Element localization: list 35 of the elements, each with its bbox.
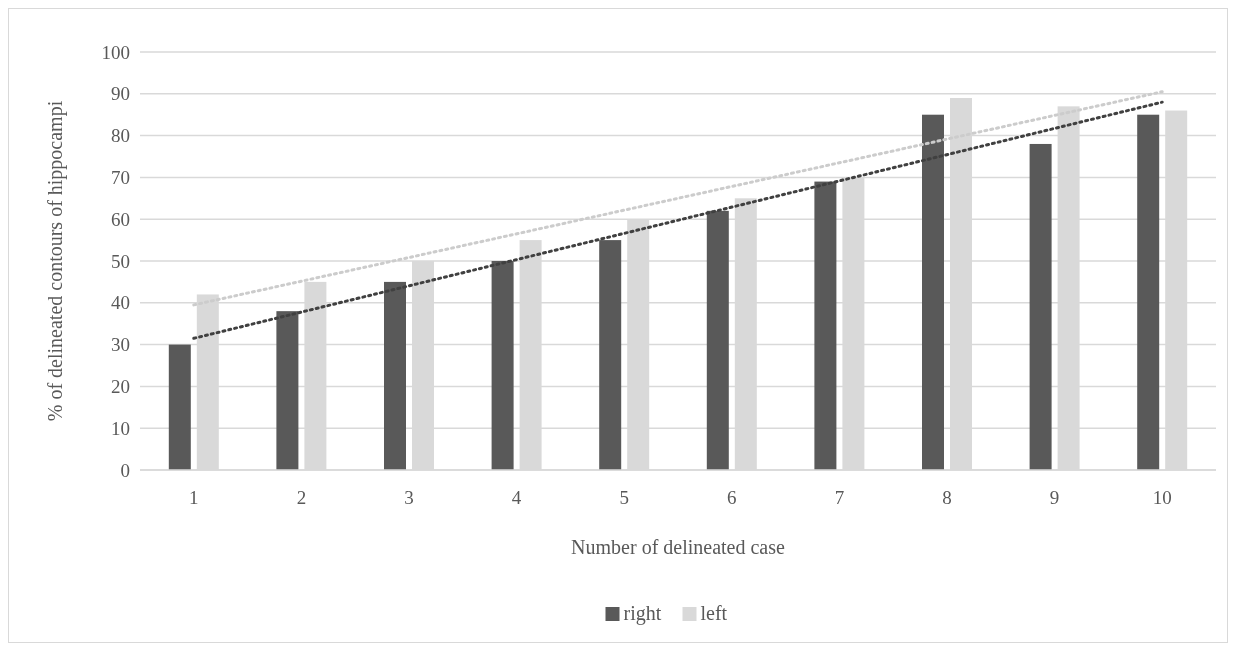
x-tick-label: 2 — [296, 487, 307, 508]
x-tick-label: 8 — [942, 487, 952, 508]
x-tick-label: 6 — [727, 487, 737, 508]
x-tick-label: 3 — [404, 487, 414, 508]
x-axis-title: Number of delineated case — [571, 536, 786, 558]
x-tick-label: 1 — [189, 487, 199, 508]
bar — [1029, 143, 1052, 470]
y-tick-label: 10 — [111, 417, 130, 439]
legend-label: left — [700, 602, 728, 624]
bar — [276, 311, 299, 470]
y-tick-label: 20 — [111, 376, 130, 398]
y-axis-title: % of delineated contours of hippocampi — [44, 100, 67, 422]
legend-label: right — [623, 602, 662, 625]
bar — [706, 210, 729, 470]
x-tick-label: 7 — [834, 487, 845, 508]
x-tick-label: 5 — [619, 487, 629, 508]
bar — [599, 240, 622, 470]
y-tick-label: 100 — [101, 41, 130, 63]
bar — [922, 114, 944, 470]
bar — [168, 344, 191, 470]
bar — [1137, 114, 1160, 470]
x-tick-label: 4 — [511, 487, 522, 508]
x-tick-label: 10 — [1152, 487, 1172, 508]
bar — [814, 181, 837, 470]
y-tick-label: 80 — [111, 125, 130, 147]
y-tick-label: 70 — [111, 167, 130, 189]
x-tick-label: 9 — [1049, 487, 1060, 508]
y-tick-label: 90 — [111, 83, 130, 105]
y-tick-label: 50 — [111, 250, 130, 272]
bar — [491, 261, 514, 470]
y-tick-label: 60 — [111, 208, 130, 230]
y-tick-label: 40 — [111, 292, 130, 314]
y-tick-label: 0 — [120, 459, 130, 481]
bar — [384, 281, 406, 470]
y-tick-label: 30 — [111, 334, 130, 356]
